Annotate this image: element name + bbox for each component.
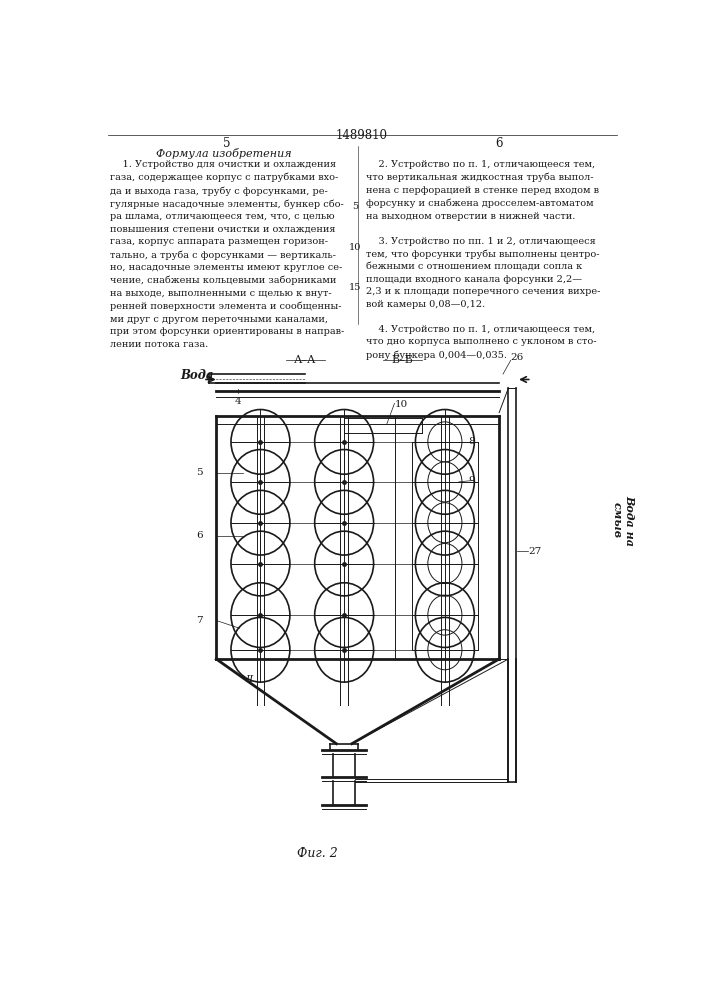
Text: Вода: Вода <box>180 369 214 382</box>
Text: 26: 26 <box>510 353 524 362</box>
Text: 6: 6 <box>197 531 203 540</box>
Text: 15: 15 <box>349 283 361 292</box>
Text: 6: 6 <box>496 137 503 150</box>
Text: 5: 5 <box>223 137 230 150</box>
Text: Вода на
смыв: Вода на смыв <box>612 495 635 546</box>
Text: II: II <box>245 675 253 684</box>
Text: 4: 4 <box>235 397 241 406</box>
Text: 5: 5 <box>197 468 203 477</box>
Text: 10: 10 <box>395 400 408 409</box>
Text: 9: 9 <box>469 476 475 485</box>
Text: 5: 5 <box>352 202 358 211</box>
Text: 8: 8 <box>469 437 475 446</box>
Text: 2. Устройство по п. 1, отличающееся тем,
что вертикальная жидкостная труба выпол: 2. Устройство по п. 1, отличающееся тем,… <box>366 160 600 360</box>
Text: 27: 27 <box>529 547 542 556</box>
Text: 7: 7 <box>197 616 203 625</box>
Text: Фиг. 2: Фиг. 2 <box>297 847 337 860</box>
Text: Б–Б: Б–Б <box>391 355 413 365</box>
Text: 10: 10 <box>349 243 361 252</box>
Text: Формула изобретения: Формула изобретения <box>156 148 292 159</box>
Text: 1489810: 1489810 <box>336 129 388 142</box>
Text: А–А: А–А <box>294 355 317 365</box>
Text: 1. Устройство для очистки и охлаждения
газа, содержащее корпус с патрубками вхо-: 1. Устройство для очистки и охлаждения г… <box>110 160 344 349</box>
